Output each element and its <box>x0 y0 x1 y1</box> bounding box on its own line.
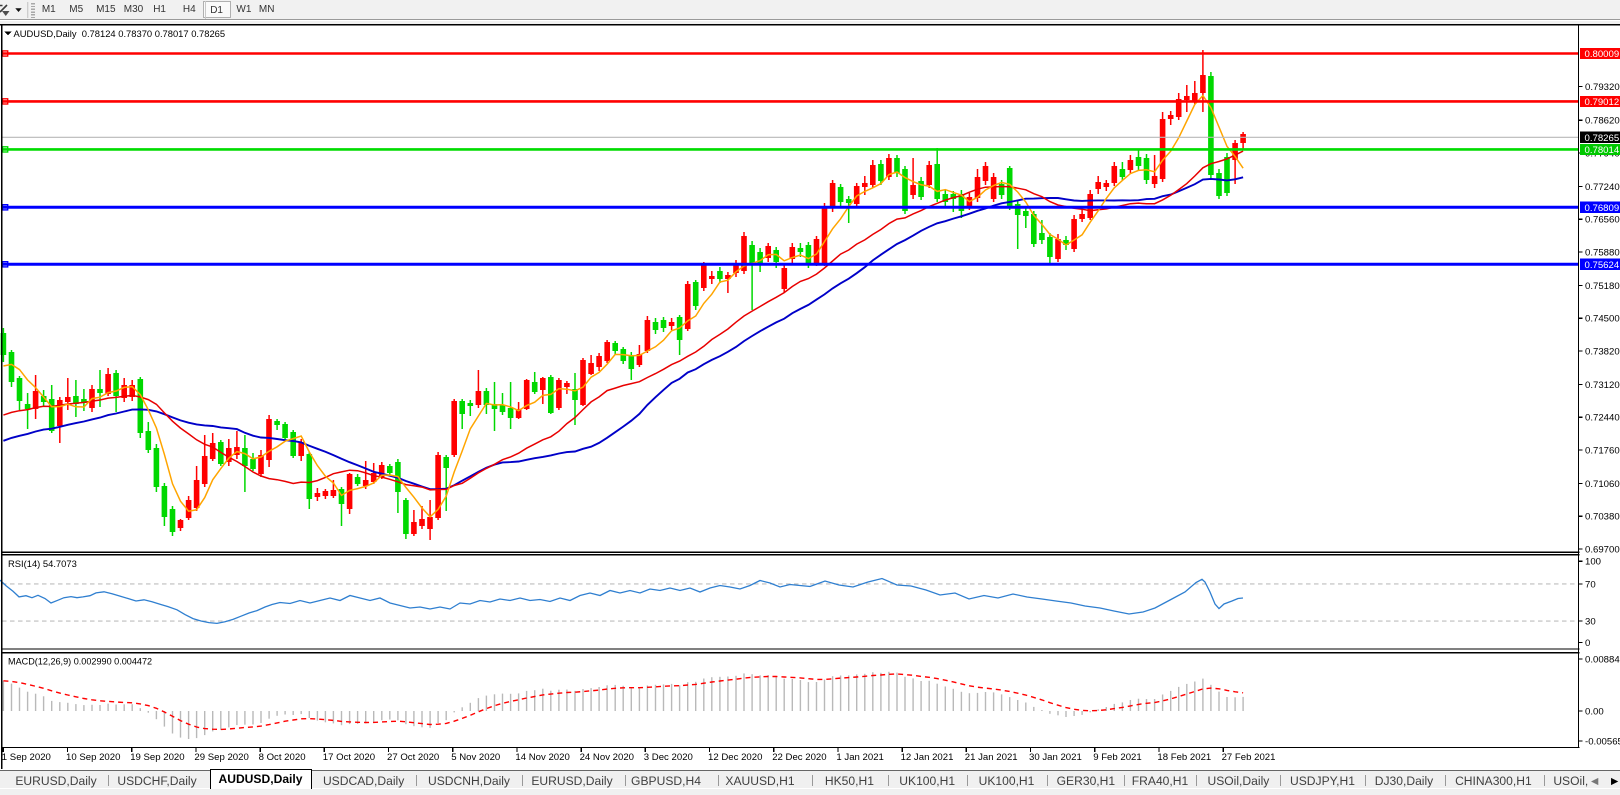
svg-text:0.71760: 0.71760 <box>1585 445 1620 456</box>
svg-text:30 Jan 2021: 30 Jan 2021 <box>1029 752 1082 763</box>
svg-text:100: 100 <box>1585 557 1601 568</box>
svg-text:0.00884: 0.00884 <box>1585 654 1620 665</box>
svg-text:10 Sep 2020: 10 Sep 2020 <box>66 752 120 763</box>
svg-text:-0.00565: -0.00565 <box>1585 736 1620 747</box>
svg-text:0.78014: 0.78014 <box>1585 145 1620 156</box>
svg-text:24 Nov 2020: 24 Nov 2020 <box>580 752 634 763</box>
svg-text:0.73120: 0.73120 <box>1585 380 1620 391</box>
svg-text:12 Jan 2021: 12 Jan 2021 <box>901 752 954 763</box>
svg-text:27 Feb 2021: 27 Feb 2021 <box>1222 752 1276 763</box>
svg-text:19 Sep 2020: 19 Sep 2020 <box>130 752 184 763</box>
svg-text:0.76809: 0.76809 <box>1585 203 1620 214</box>
svg-text:0.75180: 0.75180 <box>1585 281 1620 292</box>
svg-text:21 Jan 2021: 21 Jan 2021 <box>965 752 1018 763</box>
svg-text:0.71060: 0.71060 <box>1585 479 1620 490</box>
svg-text:30: 30 <box>1585 617 1596 628</box>
svg-text:MACD(12,26,9) 0.002990 0.00447: MACD(12,26,9) 0.002990 0.004472 <box>8 657 152 667</box>
svg-text:0.79012: 0.79012 <box>1585 97 1620 108</box>
svg-text:0.74500: 0.74500 <box>1585 314 1620 325</box>
svg-text:0.70380: 0.70380 <box>1585 512 1620 523</box>
svg-text:29 Sep 2020: 29 Sep 2020 <box>194 752 248 763</box>
svg-text:0.75624: 0.75624 <box>1585 260 1620 271</box>
svg-text:3 Dec 2020: 3 Dec 2020 <box>644 752 693 763</box>
svg-text:18 Feb 2021: 18 Feb 2021 <box>1157 752 1211 763</box>
svg-text:0.73820: 0.73820 <box>1585 346 1620 357</box>
svg-text:8 Oct 2020: 8 Oct 2020 <box>259 752 306 763</box>
svg-text:14 Nov 2020: 14 Nov 2020 <box>515 752 569 763</box>
svg-text:0.72440: 0.72440 <box>1585 413 1620 424</box>
svg-text:9 Feb 2021: 9 Feb 2021 <box>1093 752 1142 763</box>
svg-text:17 Oct 2020: 17 Oct 2020 <box>323 752 375 763</box>
svg-text:12 Dec 2020: 12 Dec 2020 <box>708 752 762 763</box>
svg-text:1 Jan 2021: 1 Jan 2021 <box>836 752 883 763</box>
svg-text:0.00: 0.00 <box>1585 706 1604 717</box>
svg-text:27 Oct 2020: 27 Oct 2020 <box>387 752 439 763</box>
svg-text:5 Nov 2020: 5 Nov 2020 <box>451 752 500 763</box>
svg-text:0.76560: 0.76560 <box>1585 215 1620 226</box>
svg-text:AUDUSD,Daily 0.78124 0.78370: AUDUSD,Daily 0.78124 0.78370 0.78017 0.7… <box>14 28 226 39</box>
svg-text:0.75880: 0.75880 <box>1585 247 1620 258</box>
svg-text:0.69700: 0.69700 <box>1585 544 1620 555</box>
svg-text:RSI(14) 54.7073: RSI(14) 54.7073 <box>8 558 77 569</box>
svg-text:0.78265: 0.78265 <box>1585 133 1620 144</box>
svg-text:0.78620: 0.78620 <box>1585 116 1620 127</box>
svg-text:0.77240: 0.77240 <box>1585 182 1620 193</box>
svg-text:0.79320: 0.79320 <box>1585 82 1620 93</box>
svg-text:1 Sep 2020: 1 Sep 2020 <box>2 752 51 763</box>
svg-text:0: 0 <box>1585 638 1590 649</box>
svg-text:70: 70 <box>1585 579 1596 590</box>
svg-text:0.80009: 0.80009 <box>1585 49 1620 60</box>
svg-text:22 Dec 2020: 22 Dec 2020 <box>772 752 826 763</box>
